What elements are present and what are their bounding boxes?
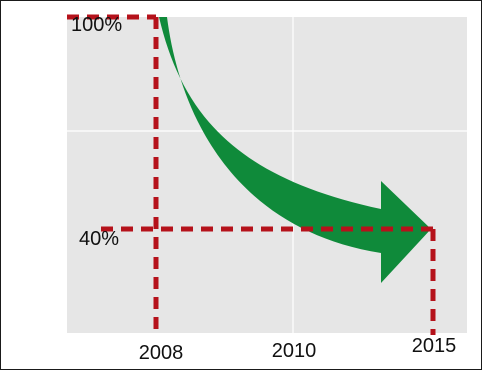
x-tick-label-2010: 2010 bbox=[272, 340, 317, 362]
x-tick-label-2008: 2008 bbox=[139, 342, 184, 364]
x-tick-label-2015: 2015 bbox=[412, 335, 457, 357]
decline-arrow bbox=[159, 17, 431, 283]
y-tick-label-40pct: 40% bbox=[79, 228, 119, 250]
y-tick-label-100pct: 100% bbox=[71, 14, 122, 36]
reference-lines bbox=[67, 14, 436, 335]
grid-lines bbox=[67, 17, 467, 333]
